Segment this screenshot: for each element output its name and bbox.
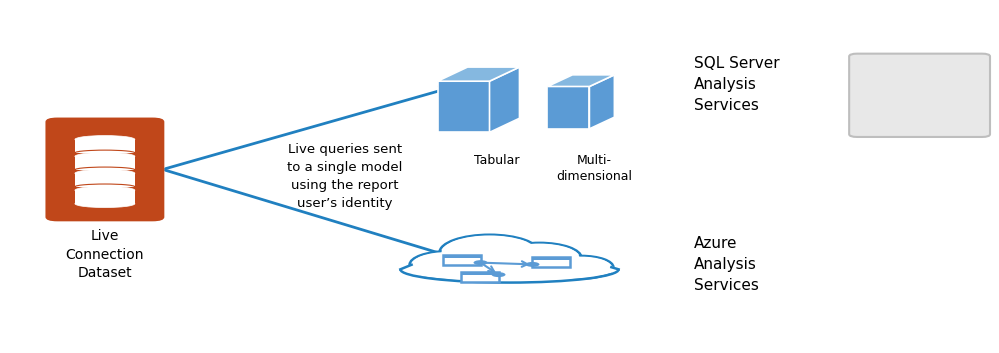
Circle shape (492, 272, 505, 277)
Circle shape (551, 257, 611, 278)
FancyBboxPatch shape (532, 257, 570, 267)
Ellipse shape (75, 136, 135, 143)
Ellipse shape (75, 152, 135, 160)
Text: Live
Connection
Dataset: Live Connection Dataset (66, 229, 144, 280)
Circle shape (525, 262, 539, 267)
Polygon shape (75, 190, 135, 204)
Text: Gateway
required: Gateway required (886, 77, 953, 113)
Polygon shape (589, 75, 614, 129)
FancyBboxPatch shape (532, 257, 570, 260)
Polygon shape (490, 67, 519, 132)
Text: Azure
Analysis
Services: Azure Analysis Services (694, 236, 759, 293)
Polygon shape (547, 86, 589, 129)
Circle shape (440, 235, 539, 270)
Circle shape (500, 244, 579, 272)
Ellipse shape (401, 256, 618, 282)
Polygon shape (75, 139, 135, 153)
FancyBboxPatch shape (461, 272, 499, 282)
Circle shape (474, 260, 488, 265)
Text: Multi-
dimensional: Multi- dimensional (556, 154, 632, 183)
Ellipse shape (75, 186, 135, 194)
FancyBboxPatch shape (443, 255, 481, 265)
Polygon shape (75, 173, 135, 187)
FancyBboxPatch shape (461, 272, 499, 275)
Polygon shape (438, 67, 519, 81)
Polygon shape (547, 75, 614, 86)
Circle shape (549, 256, 613, 279)
Circle shape (498, 243, 581, 273)
FancyBboxPatch shape (443, 255, 481, 258)
Circle shape (410, 251, 486, 278)
Ellipse shape (75, 200, 135, 208)
Ellipse shape (404, 257, 615, 281)
Text: Tabular: Tabular (474, 154, 519, 167)
Polygon shape (75, 156, 135, 170)
Circle shape (412, 252, 484, 277)
Text: Live queries sent
to a single model
using the report
user’s identity: Live queries sent to a single model usin… (287, 143, 403, 210)
FancyBboxPatch shape (46, 118, 164, 221)
Polygon shape (438, 81, 490, 132)
Circle shape (442, 235, 537, 269)
FancyBboxPatch shape (849, 54, 990, 137)
Text: SQL Server
Analysis
Services: SQL Server Analysis Services (694, 56, 780, 113)
Ellipse shape (75, 169, 135, 177)
